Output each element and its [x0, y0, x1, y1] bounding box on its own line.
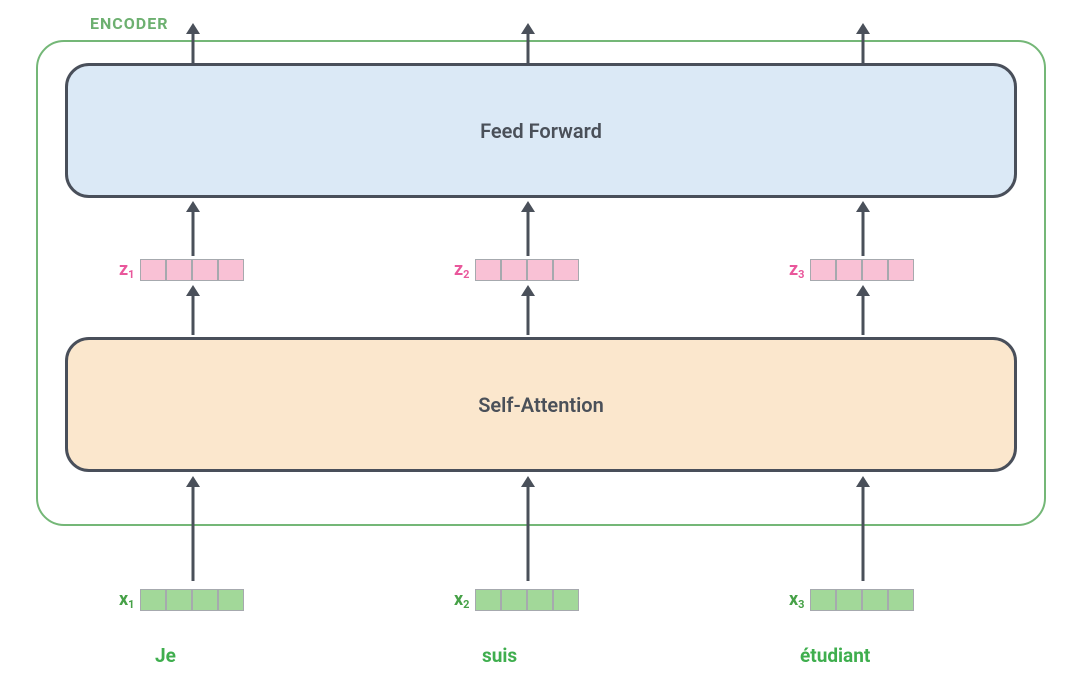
flow-arrow	[518, 23, 538, 63]
x-cell	[862, 589, 888, 611]
x-vector: x1	[119, 589, 244, 611]
flow-arrow	[518, 201, 538, 256]
flow-arrow	[853, 476, 873, 581]
x-vector: x3	[789, 589, 914, 611]
x-vector-label: x3	[789, 589, 804, 611]
flow-arrow	[853, 285, 873, 335]
flow-arrow	[518, 476, 538, 581]
x-cell	[166, 589, 192, 611]
flow-arrow	[853, 23, 873, 63]
self_attention-label: Self-Attention	[478, 393, 604, 417]
z-cell	[553, 259, 579, 281]
z-cell	[192, 259, 218, 281]
x-vector-cells	[810, 589, 914, 611]
flow-arrow	[183, 476, 203, 581]
x-cell	[140, 589, 166, 611]
z-vector: z2	[454, 259, 579, 281]
z-cell	[862, 259, 888, 281]
z-vector-cells	[475, 259, 579, 281]
z-vector: z3	[789, 259, 914, 281]
flow-arrow	[853, 201, 873, 256]
z-vector-label: z1	[119, 259, 134, 281]
encoder-label: ENCODER	[90, 14, 168, 33]
z-cell	[140, 259, 166, 281]
x-cell	[527, 589, 553, 611]
input-word: étudiant	[800, 644, 870, 667]
x-cell	[475, 589, 501, 611]
z-cell	[475, 259, 501, 281]
z-cell	[836, 259, 862, 281]
input-word: suis	[482, 644, 517, 667]
flow-arrow	[183, 23, 203, 63]
z-vector-cells	[810, 259, 914, 281]
flow-arrow	[183, 201, 203, 256]
z-cell	[166, 259, 192, 281]
x-vector-label: x2	[454, 589, 469, 611]
feed_forward-block: Feed Forward	[65, 63, 1017, 198]
x-cell	[553, 589, 579, 611]
x-cell	[501, 589, 527, 611]
x-vector-label: x1	[119, 589, 134, 611]
input-word: Je	[155, 644, 176, 667]
z-vector: z1	[119, 259, 244, 281]
x-vector-cells	[475, 589, 579, 611]
feed_forward-label: Feed Forward	[480, 119, 602, 143]
z-vector-label: z3	[789, 259, 804, 281]
x-cell	[888, 589, 914, 611]
self_attention-block: Self-Attention	[65, 337, 1017, 472]
z-cell	[218, 259, 244, 281]
z-cell	[810, 259, 836, 281]
flow-arrow	[183, 285, 203, 335]
flow-arrow	[518, 285, 538, 335]
z-cell	[888, 259, 914, 281]
z-vector-label: z2	[454, 259, 469, 281]
z-cell	[501, 259, 527, 281]
x-cell	[192, 589, 218, 611]
x-cell	[810, 589, 836, 611]
x-cell	[218, 589, 244, 611]
x-vector-cells	[140, 589, 244, 611]
x-cell	[836, 589, 862, 611]
z-cell	[527, 259, 553, 281]
z-vector-cells	[140, 259, 244, 281]
x-vector: x2	[454, 589, 579, 611]
